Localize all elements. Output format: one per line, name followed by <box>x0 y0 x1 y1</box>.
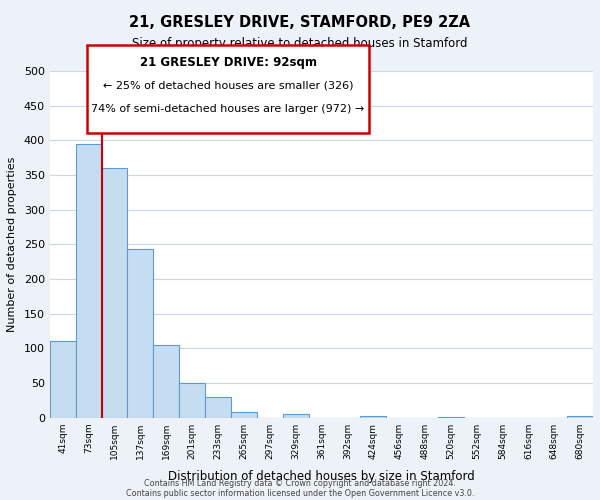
Bar <box>205 397 231 417</box>
Bar <box>231 412 257 418</box>
Text: 74% of semi-detached houses are larger (972) →: 74% of semi-detached houses are larger (… <box>91 104 365 114</box>
Bar <box>127 249 154 418</box>
Text: Contains public sector information licensed under the Open Government Licence v3: Contains public sector information licen… <box>126 488 474 498</box>
Bar <box>567 416 593 418</box>
Bar <box>154 345 179 418</box>
Text: ← 25% of detached houses are smaller (326): ← 25% of detached houses are smaller (32… <box>103 81 353 91</box>
Text: 21, GRESLEY DRIVE, STAMFORD, PE9 2ZA: 21, GRESLEY DRIVE, STAMFORD, PE9 2ZA <box>130 15 470 30</box>
Bar <box>360 416 386 418</box>
Bar <box>101 168 127 418</box>
Y-axis label: Number of detached properties: Number of detached properties <box>7 156 17 332</box>
Bar <box>179 383 205 418</box>
Text: Size of property relative to detached houses in Stamford: Size of property relative to detached ho… <box>132 38 468 51</box>
Bar <box>76 144 101 417</box>
Bar <box>50 342 76 417</box>
Bar <box>438 417 464 418</box>
Bar <box>283 414 308 418</box>
Text: Contains HM Land Registry data © Crown copyright and database right 2024.: Contains HM Land Registry data © Crown c… <box>144 478 456 488</box>
X-axis label: Distribution of detached houses by size in Stamford: Distribution of detached houses by size … <box>168 470 475 483</box>
Text: 21 GRESLEY DRIVE: 92sqm: 21 GRESLEY DRIVE: 92sqm <box>139 56 317 69</box>
